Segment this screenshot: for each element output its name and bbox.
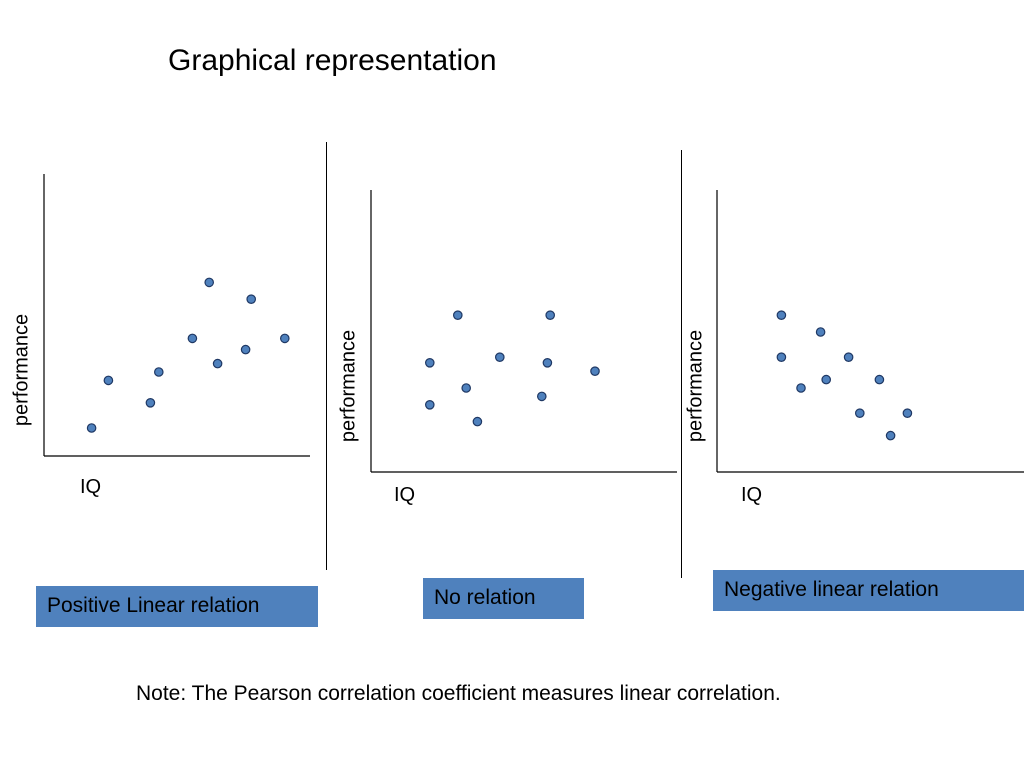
data-point-none-5: [472, 416, 483, 427]
data-point-negative-9: [885, 430, 896, 441]
data-point-negative-8: [874, 374, 885, 385]
y-axis-label-positive: performance: [10, 313, 33, 427]
caption-no-relation: No relation: [423, 578, 584, 619]
footnote: Note: The Pearson correlation coefficien…: [136, 682, 781, 705]
data-point-none-4: [461, 383, 471, 393]
y-axis-label-none: performance: [337, 329, 360, 443]
data-point-none-10: [590, 366, 600, 376]
data-point-positive-1: [86, 423, 97, 433]
data-point-positive-6: [204, 277, 214, 288]
data-point-none-8: [542, 357, 553, 368]
data-point-positive-2: [103, 375, 114, 386]
data-point-negative-7: [854, 408, 865, 418]
x-axis-label-positive: IQ: [80, 476, 102, 498]
data-point-negative-5: [821, 374, 831, 385]
x-axis-label-negative: IQ: [741, 484, 763, 506]
data-point-none-3: [452, 310, 463, 320]
data-point-negative-6: [843, 352, 854, 362]
data-point-negative-2: [776, 352, 787, 362]
caption-positive-linear: Positive Linear relation: [36, 586, 318, 627]
data-point-none-7: [536, 391, 547, 402]
data-point-positive-8: [240, 344, 251, 355]
data-point-negative-10: [902, 408, 913, 418]
x-axis-label-none: IQ: [394, 484, 416, 506]
data-point-negative-3: [796, 383, 806, 393]
divider-right: [681, 150, 682, 578]
y-axis-label-negative: performance: [684, 329, 707, 443]
data-point-positive-3: [145, 397, 156, 408]
page-title: Graphical representation: [168, 44, 497, 77]
data-point-none-6: [494, 352, 505, 362]
data-point-positive-5: [187, 333, 198, 344]
data-point-negative-1: [776, 310, 787, 320]
data-point-positive-9: [246, 294, 256, 304]
data-point-none-2: [424, 357, 435, 368]
caption-negative-linear: Negative linear relation: [713, 570, 1024, 611]
data-point-none-1: [424, 399, 435, 410]
divider-left: [326, 142, 327, 570]
data-point-positive-4: [154, 367, 164, 377]
data-point-positive-10: [279, 333, 290, 344]
data-point-none-9: [545, 310, 555, 320]
data-point-negative-4: [815, 327, 826, 337]
data-point-positive-7: [212, 358, 223, 369]
